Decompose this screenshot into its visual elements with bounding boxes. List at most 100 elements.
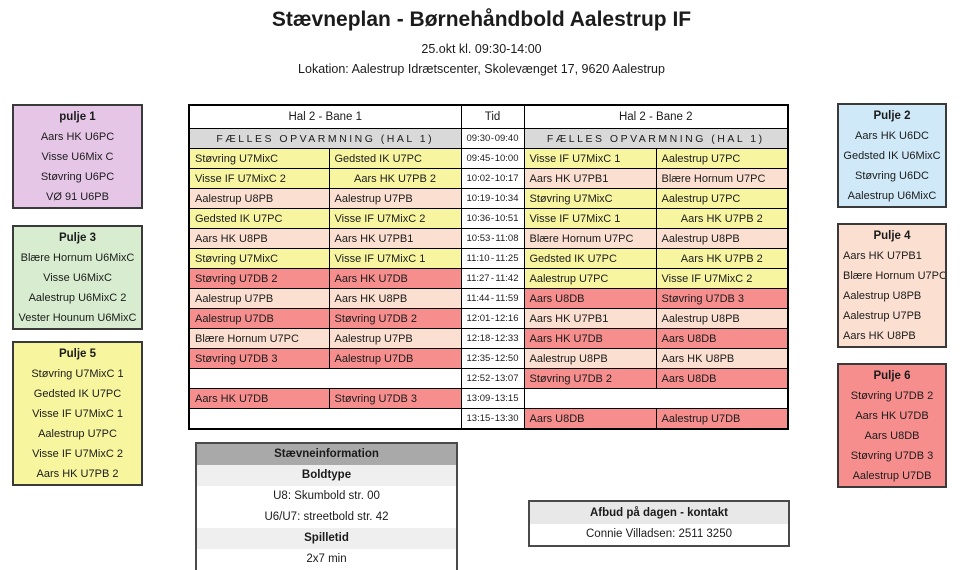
time-cell: 11:10-11:25 — [460, 248, 525, 269]
schedule-header-row: Hal 2 - Bane 1 Tid Hal 2 - Bane 2 — [188, 104, 789, 129]
match-team-cell: Aalestrup U7PB — [188, 288, 330, 309]
match-team-cell: Aars HK U7DB — [188, 388, 330, 409]
time-cell: 11:27-11:42 — [460, 268, 525, 289]
pool-team: Gedsted IK U7PC — [33, 388, 122, 400]
schedule-row: Gedsted IK U7PC Visse IF U7MixC 2 10:36-10… — [188, 208, 789, 229]
pool-team-list: Blære Hornum U6MixC Visse U6MixC Aalestrup… — [14, 248, 141, 328]
match-team-cell: Støvring U7DB 3 — [188, 348, 330, 369]
match-team-cell: Aars HK U7PB1 — [523, 168, 657, 189]
pool-box-pulje-2: Pulje 2 Aars HK U6DC Gedsted IK U6MixC Stø… — [837, 103, 947, 208]
info-box-title: Stævneinformation — [197, 444, 456, 465]
match-team-cell: Aars U8DB — [655, 368, 789, 389]
info-box-stevneinformation: Stævneinformation Boldtype U8: Skumbold … — [195, 442, 458, 570]
pool-team: Aars HK U7DB — [855, 410, 929, 422]
empty-match-cell — [523, 388, 789, 409]
pool-team: Aalestrup U7DB — [852, 470, 932, 482]
schedule-row: Støvring U7MixC Visse IF U7MixC 1 11:10-11… — [188, 248, 789, 269]
schedule-body: FÆLLES OPVARMNING (HAL 1) 09:30 - 09:40 … — [188, 128, 789, 430]
schedule-row: Aalestrup U8PB Aalestrup U7PB 10:19-10:34 S… — [188, 188, 789, 209]
schedule-row: Støvring U7DB 2 Aars HK U7DB 11:27-11:42 Aa… — [188, 268, 789, 289]
pool-team-list: Støvring U7MixC 1 Gedsted IK U7PC Visse IF… — [14, 364, 141, 484]
pool-team: Visse U6MixC — [43, 272, 112, 284]
match-team-cell: Aalestrup U7PB — [328, 188, 462, 209]
schedule-row: Aalestrup U7DB Støvring U7DB 2 12:01-12:16… — [188, 308, 789, 329]
pool-team: Aars HK U8PB — [843, 330, 916, 342]
time-cell: 12:18-12:33 — [460, 328, 525, 349]
pool-team: Visse IF U7MixC 2 — [32, 448, 123, 460]
match-team-cell: Visse IF U7MixC 2 — [328, 208, 462, 229]
schedule-row: Visse IF U7MixC 2 Aars HK U7PB 2 10:02-10:… — [188, 168, 789, 189]
schedule-row: Støvring U7MixC Gedsted IK U7PC 09:45-10:0… — [188, 148, 789, 169]
time-cell: 10:36-10:51 — [460, 208, 525, 229]
time-end: 09:40 — [494, 133, 519, 144]
pool-team: Visse IF U7MixC 1 — [32, 408, 123, 420]
match-team-cell: Støvring U7DB 2 — [328, 308, 462, 329]
pool-team: Aalestrup U7PB — [843, 310, 922, 322]
time-cell: 12:35-12:50 — [460, 348, 525, 369]
pool-team: Støvring U6PC — [40, 171, 115, 183]
pool-team-list: Aars HK U6PC Visse U6Mix C Støvring U6PC VØ… — [14, 127, 141, 207]
pool-team: Aalestrup U6MixC — [847, 190, 937, 202]
match-team-cell: Aars HK U7DB — [523, 328, 657, 349]
pool-title: Pulje 3 — [58, 232, 97, 244]
match-team-cell: Aars HK U7PB 2 — [655, 208, 789, 229]
info-section-header-spilletid: Spilletid — [197, 528, 456, 549]
match-team-cell: Visse IF U7MixC 1 — [328, 248, 462, 269]
info-section-header-boldtype: Boldtype — [197, 465, 456, 486]
empty-match-cell — [188, 368, 462, 389]
schedule-row: Aalestrup U7PB Aars HK U8PB 11:44-11:59 Aar… — [188, 288, 789, 309]
match-team-cell: Aalestrup U8PB — [188, 188, 330, 209]
pool-team: VØ 91 U6PB — [46, 191, 109, 203]
contact-box: Afbud på dagen - kontakt Connie Villadse… — [528, 500, 790, 547]
pool-team: Visse U6Mix C — [41, 151, 114, 163]
match-team-cell: Gedsted IK U7PC — [188, 208, 330, 229]
contact-line: Connie Villadsen: 2511 3250 — [586, 528, 732, 540]
pool-team: Støvring U7DB 2 — [850, 390, 934, 402]
match-team-cell: Aalestrup U7PC — [523, 268, 657, 289]
schedule-row: Blære Hornum U7PC Aalestrup U7PB 12:18-12:… — [188, 328, 789, 349]
pool-team: Støvring U6DC — [855, 170, 929, 182]
match-team-cell: Støvring U7MixC — [188, 148, 330, 169]
match-team-cell: Aars HK U7DB — [328, 268, 462, 289]
pool-title: Pulje 4 — [873, 230, 911, 242]
match-team-cell: Visse IF U7MixC 2 — [655, 268, 789, 289]
pool-team: Gedsted IK U6MixC — [843, 150, 941, 162]
pool-team: Aars U8DB — [864, 430, 920, 442]
time-cell: 10:53-11:08 — [460, 228, 525, 249]
match-team-cell: Aars U8DB — [523, 288, 657, 309]
schedule-row: Støvring U7DB 3 Aalestrup U7DB 12:35-12:50… — [188, 348, 789, 369]
pool-title: Pulje 6 — [873, 370, 911, 382]
time-start: 09:30 — [466, 133, 491, 144]
info-line: 2x7 min — [306, 553, 347, 565]
match-team-cell: Aalestrup U7DB — [328, 348, 462, 369]
match-team-cell: Aalestrup U8PB — [655, 228, 789, 249]
time-cell: 12:01-12:16 — [460, 308, 525, 329]
match-team-cell: Støvring U7DB 2 — [523, 368, 657, 389]
pool-box-pulje-1: pulje 1 Aars HK U6PC Visse U6Mix C Støvrin… — [12, 104, 143, 209]
page-title: Stævneplan - Børnehåndbold Aalestrup IF — [271, 8, 692, 31]
match-team-cell: Aars U8DB — [655, 328, 789, 349]
match-team-cell: Visse IF U7MixC 1 — [523, 208, 657, 229]
match-team-cell: Aars HK U8PB — [328, 288, 462, 309]
time-cell: 10:02-10:17 — [460, 168, 525, 189]
pool-team: Aars HK U6DC — [855, 130, 929, 142]
match-team-cell: Visse IF U7MixC 1 — [523, 148, 657, 169]
match-team-cell: Aalestrup U8PB — [523, 348, 657, 369]
column-header-tid: Tid — [460, 104, 525, 129]
schedule-row: 12:52-13:07 Støvring U7DB 2 Aars U8DB — [188, 368, 789, 389]
pool-box-pulje-3: Pulje 3 Blære Hornum U6MixC Visse U6MixC A… — [12, 225, 143, 330]
match-team-cell: Blære Hornum U7PC — [188, 328, 330, 349]
contact-box-title: Afbud på dagen - kontakt — [530, 502, 788, 524]
match-team-cell: Aalestrup U8PB — [655, 308, 789, 329]
pool-team: Støvring U7MixC 1 — [31, 368, 124, 380]
schedule-row: Aars HK U8PB Aars HK U7PB1 10:53-11:08 Blær… — [188, 228, 789, 249]
schedule-row: 13:15-13:30 Aars U8DB Aalestrup U7DB — [188, 408, 789, 430]
empty-match-cell — [188, 408, 462, 430]
pool-title: Pulje 2 — [873, 110, 911, 122]
info-line: U8: Skumbold str. 00 — [273, 490, 380, 502]
match-team-cell: Aalestrup U7DB — [188, 308, 330, 329]
match-team-cell: Visse IF U7MixC 2 — [188, 168, 330, 189]
time-cell: 09:30 - 09:40 — [460, 128, 525, 149]
match-team-cell: Støvring U7MixC — [188, 248, 330, 269]
